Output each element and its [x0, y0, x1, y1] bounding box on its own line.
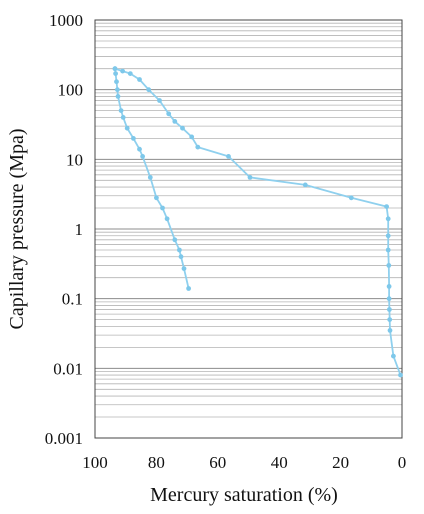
series-2-point: [385, 216, 391, 222]
series-2-point: [386, 284, 392, 289]
series-2-point: [112, 66, 118, 72]
series-1-point: [118, 108, 124, 113]
series-2-point: [386, 263, 392, 268]
series-2-point: [226, 154, 231, 159]
series-2-point: [157, 98, 162, 103]
y-tick-label: 0.001: [45, 429, 83, 448]
series-2-point: [172, 119, 178, 124]
x-axis-tick-labels: 100 80 60 40 20 0: [82, 453, 406, 472]
series-1-point: [172, 237, 178, 243]
series-2-point: [146, 87, 152, 93]
series-2-point: [166, 111, 172, 117]
series-2-point: [247, 175, 253, 180]
y-tick-label: 10: [66, 150, 83, 169]
x-tick-label: 80: [148, 453, 165, 472]
series-2-point: [180, 125, 185, 131]
series-2-line: [114, 67, 402, 376]
grid-lines: [95, 19, 402, 439]
series-1-point: [113, 71, 118, 76]
series-1-point: [115, 94, 121, 99]
x-axis-title: Mercury saturation (%): [150, 484, 338, 506]
series-2-point: [385, 247, 391, 253]
plot-frame: [94, 19, 403, 439]
x-tick-label: 60: [209, 453, 226, 472]
series-2-point: [387, 307, 392, 312]
series-1-point: [114, 79, 119, 85]
series-2-point: [127, 71, 133, 76]
y-axis-tick-labels: 1000 100 10 1 0.1 0.01 0.001: [45, 11, 83, 448]
y-tick-label: 1: [75, 220, 84, 239]
series-1-point: [160, 205, 165, 211]
series-2-point: [391, 353, 396, 359]
series-2-point: [302, 182, 308, 188]
series-2-point: [348, 195, 354, 201]
series-1-point: [147, 175, 153, 180]
series-1-point: [177, 247, 182, 253]
x-tick-label: 100: [82, 453, 108, 472]
y-axis-title: Capillary pressure (Mpa): [6, 128, 28, 329]
series-1-point: [115, 87, 120, 93]
x-tick-label: 40: [271, 453, 288, 472]
series-1-point: [164, 216, 170, 222]
series-2-point: [386, 296, 392, 302]
series-2-point: [387, 328, 393, 333]
series-1-point: [124, 125, 130, 131]
series-1-point: [154, 195, 159, 201]
series-1-point: [181, 266, 187, 271]
series-2-point: [387, 317, 393, 322]
series-2-point: [398, 372, 403, 378]
series-group: [112, 66, 403, 378]
series-1-point: [140, 154, 146, 159]
series-2-point: [195, 144, 201, 150]
y-tick-label: 0.1: [62, 290, 83, 309]
series-2-point: [120, 68, 125, 74]
series-2-point: [384, 204, 389, 210]
series-1-point: [186, 286, 192, 291]
x-tick-label: 0: [398, 453, 407, 472]
series-2-point: [189, 134, 195, 140]
series-2-point: [385, 233, 391, 239]
y-tick-label: 100: [58, 81, 84, 100]
series-1-point: [137, 146, 142, 152]
y-tick-label: 1000: [49, 11, 83, 30]
series-1-point: [131, 136, 136, 141]
series-1-point: [120, 115, 126, 120]
y-tick-label: 0.01: [53, 359, 83, 378]
x-tick-label: 20: [332, 453, 349, 472]
series-2-point: [137, 77, 142, 82]
series-1-point: [178, 254, 184, 260]
